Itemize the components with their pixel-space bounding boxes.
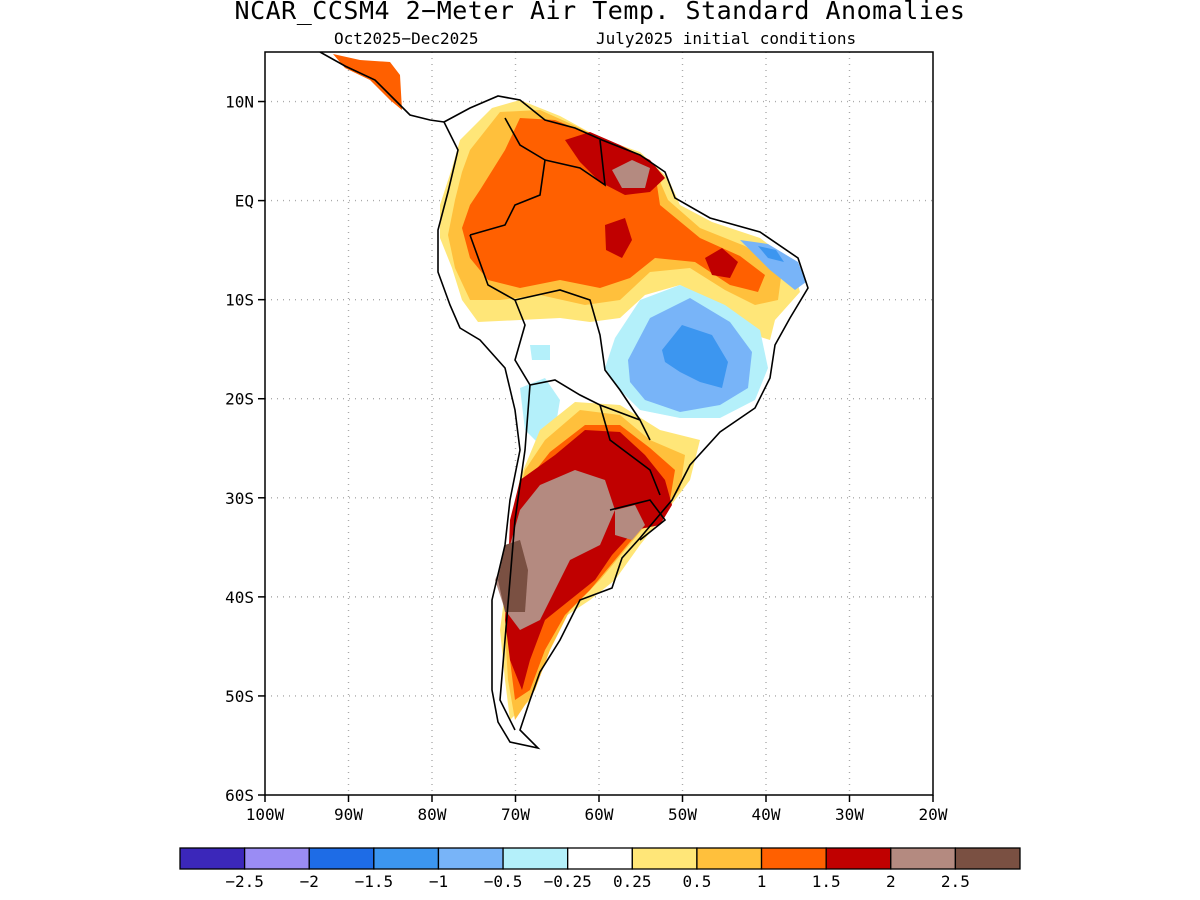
legend-swatch: [437, 847, 504, 870]
lat-label: 30S: [225, 489, 254, 508]
lat-label: 40S: [225, 588, 254, 607]
lon-label: 90W: [334, 805, 363, 824]
legend-label: 0.25: [613, 872, 652, 891]
lat-label: 10S: [225, 291, 254, 310]
legend-swatch: [502, 847, 569, 870]
border-argentina-chile: [499, 384, 531, 731]
lat-label: 50S: [225, 687, 254, 706]
border-peru: [469, 234, 531, 386]
legend-label: 2.5: [941, 872, 970, 891]
lon-label: 40W: [752, 805, 781, 824]
legend-label: −1: [429, 872, 448, 891]
longitude-labels: 100W 90W 80W 70W 60W 50W 40W 30W 20W: [246, 805, 948, 824]
anomaly-shading: [333, 54, 808, 748]
color-legend: [179, 847, 1021, 870]
anomaly-1.5-north: [462, 118, 765, 292]
lon-label: 60W: [585, 805, 614, 824]
legend-label: −2.5: [225, 872, 264, 891]
legend-label: 1: [757, 872, 767, 891]
border-brazil-west: [514, 289, 641, 421]
anomaly-neg1-ne-coast: [758, 246, 784, 262]
anomaly-2-ne-brazil: [705, 248, 738, 278]
anomaly-2.5-guiana: [612, 160, 650, 188]
lon-label: 70W: [501, 805, 530, 824]
border-bolivia: [529, 379, 651, 441]
forecast-period: Oct2025−Dec2025: [334, 29, 479, 48]
lon-label: 30W: [835, 805, 864, 824]
legend-swatch: [373, 847, 440, 870]
south-america-coastline: [437, 95, 809, 750]
legend-label: 1.5: [812, 872, 841, 891]
country-outlines: [319, 52, 809, 750]
lat-label: 20S: [225, 390, 254, 409]
anomaly-neg0.5-ne-coast: [740, 240, 806, 290]
lat-label: 10N: [225, 93, 254, 112]
map-title: NCAR_CCSM4 2−Meter Air Temp. Standard An…: [234, 0, 966, 25]
anomaly-2.5-uruguay: [615, 505, 645, 540]
border-colombia: [469, 117, 546, 236]
legend-swatch: [567, 847, 633, 870]
legend-swatch: [825, 847, 892, 870]
lon-label: 20W: [919, 805, 948, 824]
lat-label: 60S: [225, 786, 254, 805]
legend-swatch: [954, 847, 1021, 870]
anomaly-neg0.25-peru: [530, 345, 550, 360]
legend-label: −0.5: [484, 872, 523, 891]
lat-label: EQ: [235, 192, 254, 211]
legend-label: 0.5: [682, 872, 711, 891]
legend-label: −2: [300, 872, 319, 891]
central-america-coastline: [319, 52, 445, 123]
border-venezuela: [544, 139, 606, 187]
legend-label: −1.5: [355, 872, 394, 891]
legend-swatch: [890, 847, 957, 870]
legend-label: 2: [886, 872, 896, 891]
legend-swatch: [308, 847, 375, 870]
legend-swatch: [760, 847, 827, 870]
legend-swatch: [631, 847, 698, 870]
anomaly-2-amazon: [605, 218, 632, 258]
legend-label: −0.25: [544, 872, 592, 891]
anomaly-above2.5-andes: [498, 540, 528, 612]
border-uruguay: [609, 499, 667, 541]
border-paraguay: [599, 404, 661, 496]
lon-label: 100W: [246, 805, 285, 824]
lon-label: 50W: [668, 805, 697, 824]
legend-swatch: [243, 847, 310, 870]
initial-conditions: July2025 initial conditions: [596, 29, 857, 48]
axis-ticks: [258, 100, 934, 802]
legend-labels: −2.5 −2 −1.5 −1 −0.5 −0.25 0.25 0.5 1 1.5 2 2.5: [225, 872, 969, 891]
latitude-labels: 10N EQ 10S 20S 30S 40S 50S 60S: [225, 93, 254, 805]
legend-swatch: [179, 847, 246, 870]
lon-label: 80W: [418, 805, 447, 824]
anomaly-neg1-central-brazil: [662, 325, 728, 388]
legend-swatch: [696, 847, 763, 870]
